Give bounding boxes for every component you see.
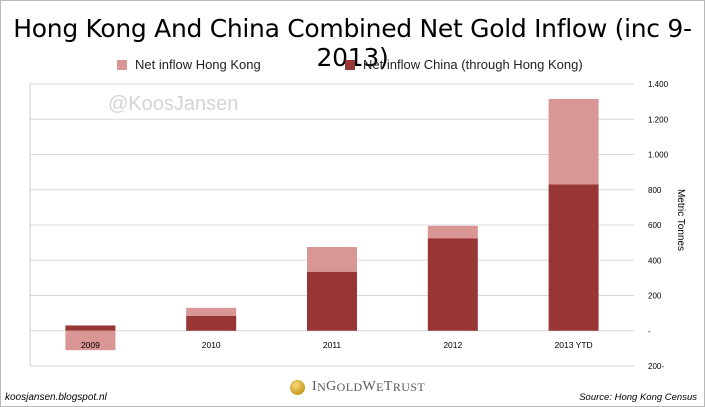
- y-tick-label: 1.000: [648, 151, 669, 160]
- x-category-label: 2012: [443, 340, 462, 350]
- y-tick-label: 600: [648, 221, 662, 230]
- y-tick-label: 400: [648, 256, 662, 265]
- y-tick-label: 1.200: [648, 115, 669, 124]
- y-tick-label: 200: [648, 292, 662, 301]
- legend-swatch-china: [345, 59, 355, 70]
- brand-text-1: N: [317, 379, 327, 394]
- brand-letter-w: W: [362, 379, 377, 394]
- bar-china: [548, 184, 599, 331]
- footer-source: Source: Hong Kong Census: [579, 392, 697, 403]
- bar-hong-kong: [427, 225, 478, 239]
- legend-label-hong-kong: Net inflow Hong Kong: [135, 57, 261, 72]
- legend-label-china: Net inflow China (through Hong Kong): [363, 57, 583, 72]
- brand-letter-t: T: [383, 379, 393, 394]
- brand-letter-g: G: [326, 379, 337, 394]
- bar-china: [186, 315, 237, 331]
- y-tick-label: 800: [648, 186, 662, 195]
- legend-item-china: Net inflow China (through Hong Kong): [345, 57, 583, 72]
- brand-letter-i: I: [312, 379, 318, 394]
- y-tick-label: 200-: [648, 362, 664, 371]
- bar-hong-kong: [548, 98, 599, 185]
- bar-china: [65, 325, 116, 331]
- legend-item-hong-kong: Net inflow Hong Kong: [117, 57, 261, 72]
- gold-coin-icon: [290, 379, 305, 395]
- footer-blog-url: koosjansen.blogspot.nl: [5, 392, 107, 403]
- chart-title: Hong Kong And China Combined Net Gold In…: [13, 14, 692, 72]
- x-category-label: 2011: [323, 340, 342, 350]
- x-category-label: 2013 YTD: [555, 340, 593, 350]
- legend-swatch-hong-kong: [117, 59, 127, 70]
- bar-hong-kong: [307, 247, 357, 272]
- bar-hong-kong: [65, 330, 116, 351]
- brand-text-2: OLD: [336, 379, 363, 394]
- x-category-label: 2009: [81, 340, 100, 350]
- bar-hong-kong: [186, 307, 237, 316]
- watermark: @KoosJansen: [108, 93, 239, 115]
- y-tick-label: 1.400: [648, 80, 669, 89]
- y-axis-label: Metric Tonnes: [675, 189, 686, 251]
- brand-text-3: E: [376, 379, 384, 394]
- y-tick-label: -: [648, 327, 651, 336]
- bar-china: [427, 238, 478, 331]
- x-category-label: 2010: [202, 340, 221, 350]
- brand-text-4: RUST: [392, 379, 426, 394]
- bar-china: [307, 271, 357, 331]
